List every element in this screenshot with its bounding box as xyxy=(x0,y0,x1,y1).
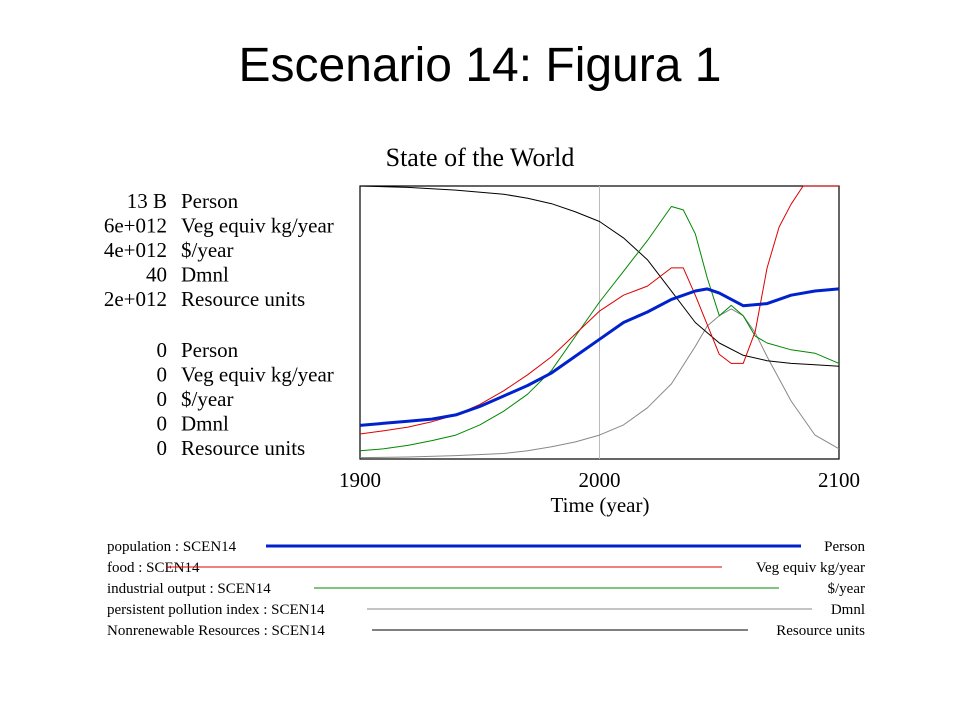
series-line-resources xyxy=(359,185,840,367)
axes_bottom-unit-1: Veg equiv kg/year xyxy=(181,363,334,387)
axes_top-unit-2: $/year xyxy=(181,238,233,262)
slide-title: Escenario 14: Figura 1 xyxy=(238,39,722,92)
legend-name-resources: Nonrenewable Resources : SCEN14 xyxy=(107,623,325,639)
chart-title: State of the World xyxy=(386,143,575,172)
x-tick-label-2100: 2100 xyxy=(818,468,860,492)
legend-name-population: population : SCEN14 xyxy=(107,539,237,555)
legend-name-food: food : SCEN14 xyxy=(107,560,200,576)
axes_top-unit-0: Person xyxy=(181,189,239,213)
x-tick-label-1900: 1900 xyxy=(339,468,381,492)
axes_bottom-value-3: 0 xyxy=(157,412,168,436)
legend-name-industrial: industrial output : SCEN14 xyxy=(107,581,271,597)
legend-unit-food: Veg equiv kg/year xyxy=(756,560,865,576)
axes_top-unit-1: Veg equiv kg/year xyxy=(181,214,334,238)
axes_top-value-4: 2e+012 xyxy=(104,287,167,311)
axes_top-value-2: 4e+012 xyxy=(104,238,167,262)
axes_top-value-1: 6e+012 xyxy=(104,214,167,238)
legend-unit-industrial: $/year xyxy=(828,581,865,597)
axes_top-value-0: 13 B xyxy=(127,189,167,213)
axes_bottom-unit-0: Person xyxy=(181,338,239,362)
legend-unit-population: Person xyxy=(824,539,865,555)
axes_bottom-value-1: 0 xyxy=(157,363,168,387)
axes_bottom-value-4: 0 xyxy=(157,436,168,460)
axes_top-unit-4: Resource units xyxy=(181,287,305,311)
series-line-industrial xyxy=(359,206,840,452)
legend-unit-pollution: Dmnl xyxy=(831,602,865,618)
x-axis-label: Time (year) xyxy=(551,493,650,517)
axes_bottom-value-2: 0 xyxy=(157,387,168,411)
axes_bottom-unit-4: Resource units xyxy=(181,436,305,460)
x-tick-label-2000: 2000 xyxy=(579,468,621,492)
series-line-population xyxy=(359,287,840,427)
axes_top-unit-3: Dmnl xyxy=(181,263,229,287)
axes_bottom-value-0: 0 xyxy=(157,338,168,362)
axes_bottom-unit-2: $/year xyxy=(181,387,233,411)
legend-unit-resources: Resource units xyxy=(776,623,865,639)
legend-name-pollution: persistent pollution index : SCEN14 xyxy=(107,602,325,618)
series-line-pollution xyxy=(359,308,840,459)
axes_top-value-3: 40 xyxy=(146,263,167,287)
axes_bottom-unit-3: Dmnl xyxy=(181,412,229,436)
